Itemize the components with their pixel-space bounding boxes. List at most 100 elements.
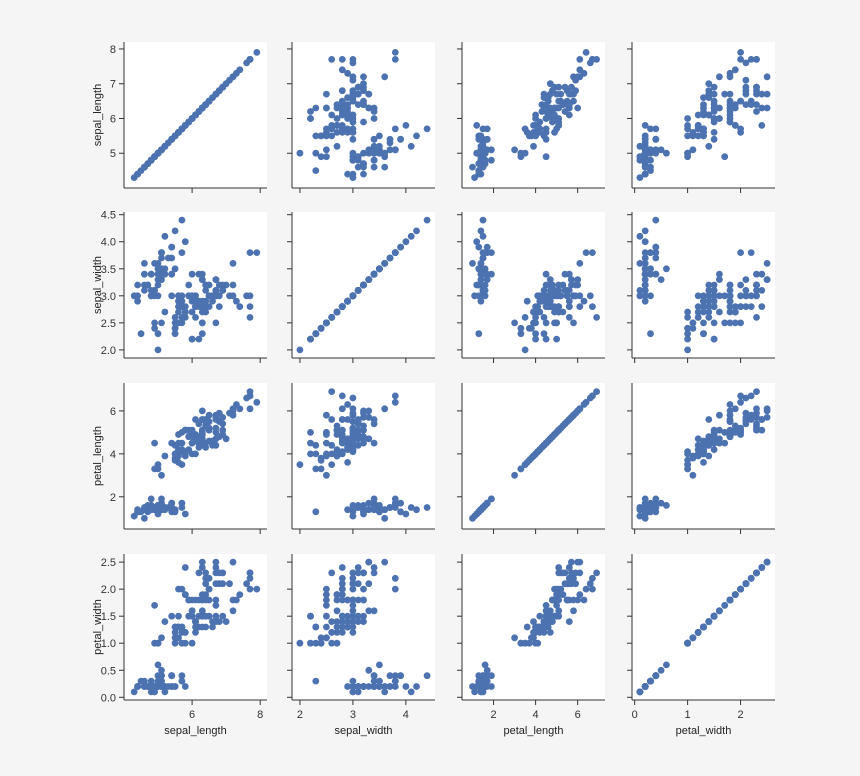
data-point	[731, 319, 739, 327]
data-point	[523, 297, 531, 305]
data-point	[151, 319, 159, 327]
y-tick-label: 4.0	[101, 237, 116, 249]
data-point	[763, 104, 771, 112]
data-point	[312, 639, 320, 647]
data-point	[338, 564, 346, 571]
data-point	[175, 612, 182, 620]
data-point	[338, 122, 346, 129]
data-point	[370, 439, 378, 447]
data-point	[360, 439, 367, 447]
data-point	[553, 591, 560, 598]
data-point	[312, 167, 320, 175]
data-point	[647, 156, 654, 164]
data-point	[236, 591, 244, 598]
data-point	[647, 149, 654, 157]
data-point	[349, 623, 357, 631]
data-point	[147, 270, 155, 278]
data-point	[134, 281, 142, 289]
data-point	[641, 281, 649, 289]
y-axis-label-petal_width: petal_width	[92, 599, 104, 655]
data-point	[175, 129, 182, 136]
data-point	[726, 319, 734, 327]
data-point	[397, 135, 404, 143]
data-point	[328, 416, 336, 423]
data-point	[381, 405, 389, 413]
data-point	[376, 661, 383, 669]
data-point	[212, 287, 220, 294]
data-point	[198, 308, 206, 316]
data-point	[212, 435, 220, 443]
data-point	[471, 688, 478, 696]
data-point	[742, 420, 750, 428]
data-point	[381, 514, 389, 522]
data-point	[555, 287, 563, 294]
data-point	[141, 163, 148, 171]
data-point	[528, 634, 535, 642]
data-point	[338, 629, 346, 636]
data-point	[178, 639, 186, 647]
data-point	[479, 232, 487, 240]
data-point	[716, 292, 723, 300]
data-point	[178, 677, 186, 685]
data-point	[488, 683, 495, 690]
data-point	[134, 297, 142, 305]
data-point	[694, 308, 702, 316]
data-point	[647, 506, 654, 514]
data-point	[198, 319, 206, 327]
data-point	[694, 292, 702, 300]
data-point	[137, 677, 145, 685]
data-point	[710, 83, 718, 91]
data-point	[555, 308, 563, 316]
data-point	[188, 297, 196, 305]
data-point	[758, 564, 766, 571]
data-point	[589, 303, 596, 310]
data-point	[657, 666, 665, 674]
data-point	[349, 612, 357, 620]
y-tick-label: 2.5	[101, 318, 116, 330]
data-point	[158, 471, 165, 479]
data-point	[565, 297, 573, 305]
data-point	[540, 330, 548, 338]
data-point	[532, 111, 539, 119]
x-tick-label: 6	[575, 709, 581, 721]
data-point	[209, 623, 216, 631]
data-point	[181, 683, 189, 690]
data-point	[323, 596, 330, 604]
data-point	[576, 303, 584, 310]
data-point	[349, 580, 357, 588]
data-point	[246, 292, 254, 300]
data-point	[477, 260, 485, 267]
data-point	[323, 319, 330, 327]
data-point	[534, 125, 542, 133]
data-point	[338, 56, 346, 63]
data-point	[344, 683, 351, 690]
data-point	[684, 448, 691, 456]
data-point	[205, 97, 213, 105]
data-point	[641, 260, 649, 267]
data-point	[376, 683, 383, 690]
data-point	[710, 97, 718, 105]
data-point	[349, 149, 357, 157]
data-point	[521, 461, 529, 468]
data-point	[536, 308, 544, 316]
data-point	[147, 677, 155, 685]
data-point	[344, 104, 351, 112]
data-point	[705, 297, 713, 305]
data-point	[164, 504, 172, 511]
data-point	[647, 125, 654, 133]
data-point	[523, 623, 531, 631]
data-point	[557, 585, 565, 593]
data-point	[737, 319, 744, 327]
data-point	[721, 439, 729, 447]
data-point	[737, 424, 744, 432]
data-point	[154, 677, 162, 685]
data-point	[229, 281, 237, 289]
data-point	[338, 416, 346, 423]
data-point	[391, 125, 399, 133]
data-point	[549, 292, 556, 300]
data-point	[511, 471, 518, 479]
data-point	[323, 411, 330, 419]
panel-petal_length-vs-petal_length	[457, 383, 605, 534]
data-point	[158, 319, 165, 327]
data-point	[171, 508, 179, 516]
